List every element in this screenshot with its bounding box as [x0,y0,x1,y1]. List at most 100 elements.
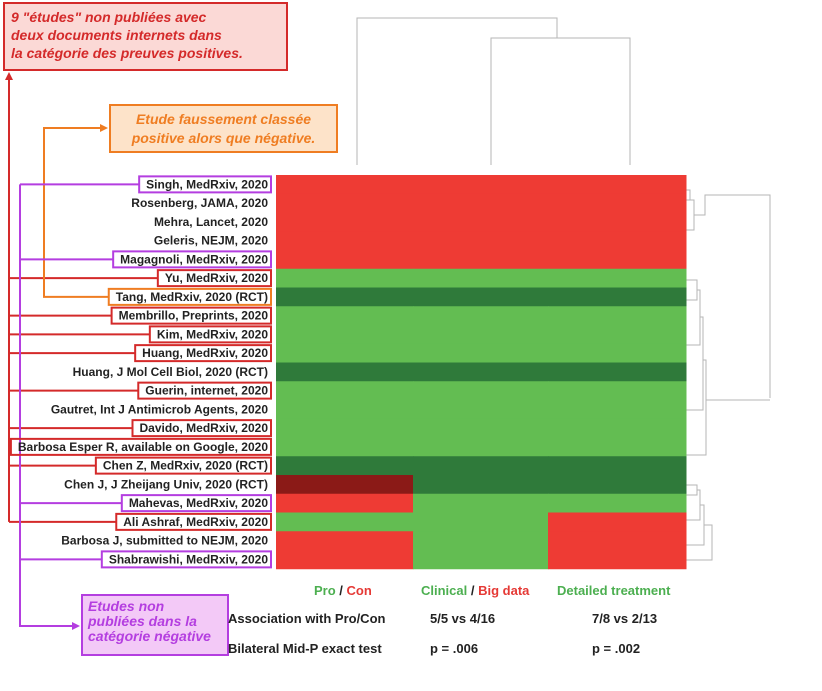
heatmap-cell [413,475,549,495]
heatmap-cell [548,531,687,551]
row-label: Shabrawishi, MedRxiv, 2020 [109,552,269,566]
heatmap-cell [276,531,414,551]
heatmap-cell [276,475,414,495]
heatmap-cell [276,175,414,195]
row-label: Rosenberg, JAMA, 2020 [131,196,268,210]
heatmap-cell [548,493,687,513]
heatmap-cell [413,212,549,232]
heatmap-cell [276,456,414,476]
heatmap-cell [548,175,687,195]
heatmap-cell [413,418,549,438]
heatmap-cell [548,212,687,232]
col-header-bigdata: Big data [478,583,530,598]
heatmap-cell [413,531,549,551]
column-header-pro-con: Pro / Con [314,583,372,598]
heatmap-cell [413,231,549,251]
row-label-box [137,381,272,400]
row-label: Barbosa Esper R, available on Google, 20… [18,440,268,454]
heatmap-cell [276,381,414,401]
col-header-con: Con [346,583,372,598]
column-header-detailed-treatment: Detailed treatment [557,583,670,598]
heatmap-cell [276,212,414,232]
red-note-line-1: 9 "études" non publiées avec [11,9,207,25]
row-label-box [110,306,272,325]
heatmap-cell [548,250,687,270]
stat-value-association-clinical: 5/5 vs 4/16 [430,611,496,626]
heatmap-cell [548,343,687,363]
heatmap-cell [276,343,414,363]
heatmap-cell [276,231,414,251]
row-label-box [9,437,272,456]
row-label: Yu, MedRxiv, 2020 [165,271,268,285]
heatmap-cell [276,362,414,382]
purple-note-line-1: Etudes non [88,598,165,614]
row-label: Guerin, internet, 2020 [145,384,268,398]
stat-value-midp-detailed: p = .002 [592,641,641,656]
heatmap-cell [548,381,687,401]
row-label: Mehra, Lancet, 2020 [154,215,268,229]
annotation-arrowhead [5,72,13,80]
purple-note-line-3: catégorie négative [88,628,211,644]
row-label: Geleris, NEJM, 2020 [154,234,268,248]
heatmap-cell [276,512,414,532]
heatmap-cell [413,381,549,401]
heatmap-cell [548,325,687,345]
red-annotation-box: 9 "études" non publiées avec deux docume… [3,2,288,71]
heatmap-cell [413,268,549,288]
heatmap-cell [548,231,687,251]
row-label-box [138,175,272,194]
row-label-box [100,550,272,569]
heatmap-cell [276,250,414,270]
row-label: Tang, MedRxiv, 2020 (RCT) [116,290,268,304]
col-header-clinical: Clinical [421,583,468,598]
right-dendrogram [684,189,771,561]
heatmap-cell [548,268,687,288]
col-header-detailed: Detailed treatment [557,583,671,598]
row-label: Huang, J Mol Cell Biol, 2020 (RCT) [73,365,268,379]
heatmap-cell [276,400,414,420]
annotation-arrowhead [100,124,108,132]
row-label: Ali Ashraf, MedRxiv, 2020 [123,515,268,529]
row-label-box [156,269,272,288]
annotation-connector [43,127,109,298]
heatmap-cell [413,325,549,345]
heatmap-cell [548,193,687,213]
annotation-arrowhead [72,622,80,630]
heatmap-cell [276,287,414,307]
row-label: Gautret, Int J Antimicrob Agents, 2020 [51,402,268,416]
col-header-sep-2: / [467,583,479,598]
heatmap-cell [276,193,414,213]
heatmap-cell [548,456,687,476]
row-label: Magagnoli, MedRxiv, 2020 [120,252,268,266]
row-label: Davido, MedRxiv, 2020 [140,421,269,435]
red-note-line-3: la catégorie des preuves positives. [11,45,243,61]
row-label: Barbosa J, submitted to NEJM, 2020 [61,534,268,548]
heatmap-cell [548,418,687,438]
red-note-line-2: deux documents internets dans [11,27,222,43]
row-label-box [131,419,272,438]
row-label-box [94,456,272,475]
heatmap-cell [548,512,687,532]
heatmap-cell [413,343,549,363]
purple-annotation-box: Etudes non publiées dans la catégorie né… [81,594,229,656]
heatmap-cell [413,400,549,420]
heatmap-cell [276,418,414,438]
orange-note-line-2: positive alors que négative. [131,130,316,146]
heatmap-cell [276,268,414,288]
row-label: Mahevas, MedRxiv, 2020 [129,496,269,510]
row-label-box [115,512,272,531]
row-label: Chen J, J Zheijang Univ, 2020 (RCT) [64,477,268,491]
heatmap-cell [413,493,549,513]
heatmap-cell [413,175,549,195]
heatmap-cell [413,512,549,532]
heatmap-cell [276,306,414,326]
heatmap-cell [413,456,549,476]
heatmap-cell [413,193,549,213]
row-label: Membrillo, Preprints, 2020 [119,309,269,323]
top-dendrogram [356,17,631,165]
heatmap-cell [548,475,687,495]
annotation-connector [19,184,72,627]
orange-note-line-1: Etude faussement classée [135,111,312,127]
heatmap-cell [548,550,687,570]
row-label-box [148,325,272,344]
